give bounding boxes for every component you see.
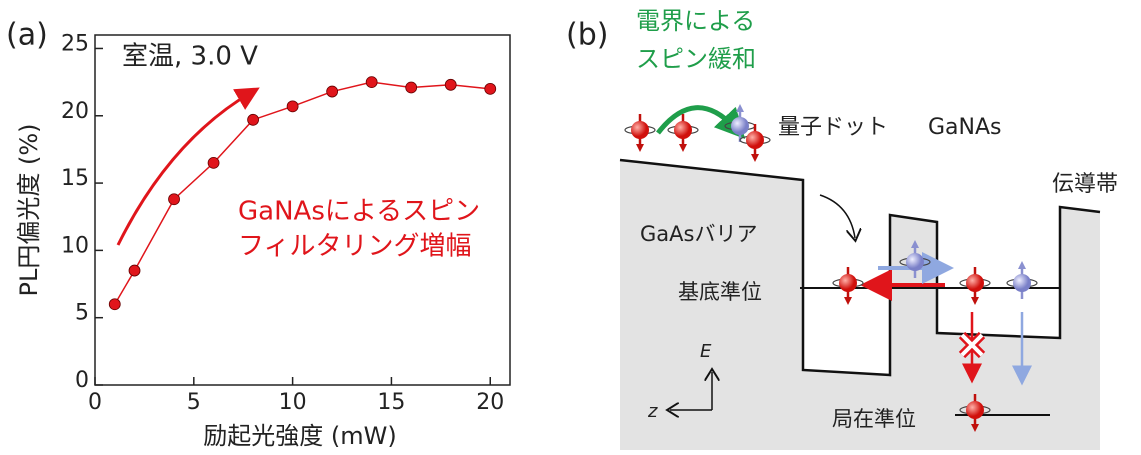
ground-level-label: 基底準位 [678,280,762,304]
spin-ball [731,117,749,135]
y-tick-label: 5 [75,301,89,326]
annotation: GaNAsによるスピン [238,197,480,227]
spin-ball [674,121,692,139]
data-point [366,77,377,88]
qd-label: 量子ドット [778,115,888,140]
spin-head [679,144,687,152]
spin-head [844,297,852,305]
spin-ball [839,274,857,292]
y-tick-label: 20 [61,99,89,124]
x-tick-label: 5 [187,390,201,415]
x-tick-label: 0 [88,390,102,415]
x-tick-label: 20 [476,390,504,415]
series-line [115,82,490,304]
spin-ball [906,253,924,271]
relaxation-label: スピン緩和 [636,45,756,73]
annotation: 室温, 3.0 V [122,42,258,72]
trend-arrow [118,92,252,245]
spin-head [751,154,759,162]
spin-ball [966,274,984,292]
capture-arrow [820,195,855,238]
relaxation-label: 電界による [636,7,755,35]
data-point [208,157,219,168]
barrier-label: GaAsバリア [640,222,757,246]
data-point [109,299,120,310]
x-tick-label: 15 [377,390,405,415]
spin-head [736,104,744,112]
x-tick-label: 10 [279,390,307,415]
z-label: z [647,401,658,422]
spin-ball [631,121,649,139]
annotation: フィルタリング増幅 [238,232,471,262]
y-tick-label: 25 [61,31,89,56]
data-point [248,114,259,125]
y-tick-label: 10 [61,233,89,258]
data-point [445,79,456,90]
x-axis-label: 励起光強度 (mW) [203,422,396,450]
energy-label: E [700,341,712,362]
y-axis-label: PL円偏光度 (%) [15,123,43,296]
figure: (a) 室温, 3.0 V GaNAsによるスピン フィルタリング増幅 励起光強… [0,0,1141,455]
spin-ball [966,401,984,419]
data-point [129,265,140,276]
spin-head [636,144,644,152]
panel-label: (b) [566,18,608,53]
data-point [406,82,417,93]
y-tick-label: 15 [61,166,89,191]
data-point [169,194,180,205]
data-point [327,86,338,97]
spin-ball [1013,274,1031,292]
y-tick-label: 0 [75,368,89,393]
spin-head [971,297,979,305]
relaxation-arrow [658,108,735,133]
panel-label: (a) [6,18,48,53]
ganas-label: GaNAs [928,115,1002,140]
spin-ball [746,131,764,149]
data-point [485,83,496,94]
localized-level-label: 局在準位 [832,407,916,431]
band-label: 伝導帯 [1052,172,1118,197]
spin-head [1018,261,1026,269]
data-point [287,101,298,112]
